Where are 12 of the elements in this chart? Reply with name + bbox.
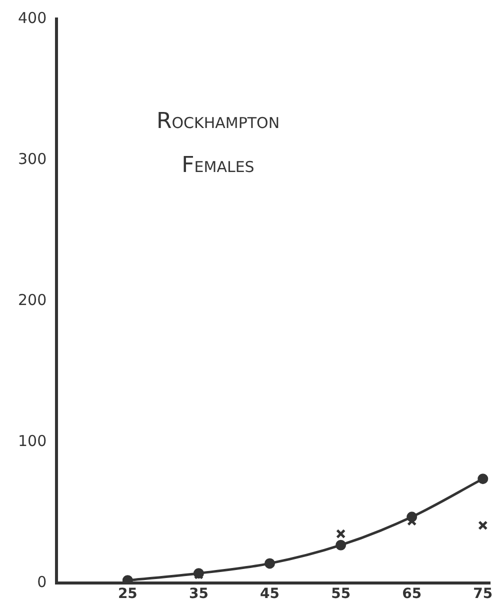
y-tick-label: 100	[18, 432, 47, 450]
y-tick-label: 200	[18, 290, 47, 309]
x-tick-label: 75	[473, 586, 493, 602]
x-tick-label: 25	[118, 586, 138, 602]
x-tick-label: 45	[260, 586, 280, 602]
y-tick-label: 400	[18, 8, 47, 27]
text: Rockhampton Females	[155, 108, 281, 180]
y-tick-label: 300	[18, 150, 47, 168]
x-tick-label: 55	[331, 586, 351, 602]
y-tick-label: 0	[37, 573, 47, 592]
x-tick-label: 65	[402, 586, 422, 602]
x-tick-label: 35	[188, 586, 208, 602]
